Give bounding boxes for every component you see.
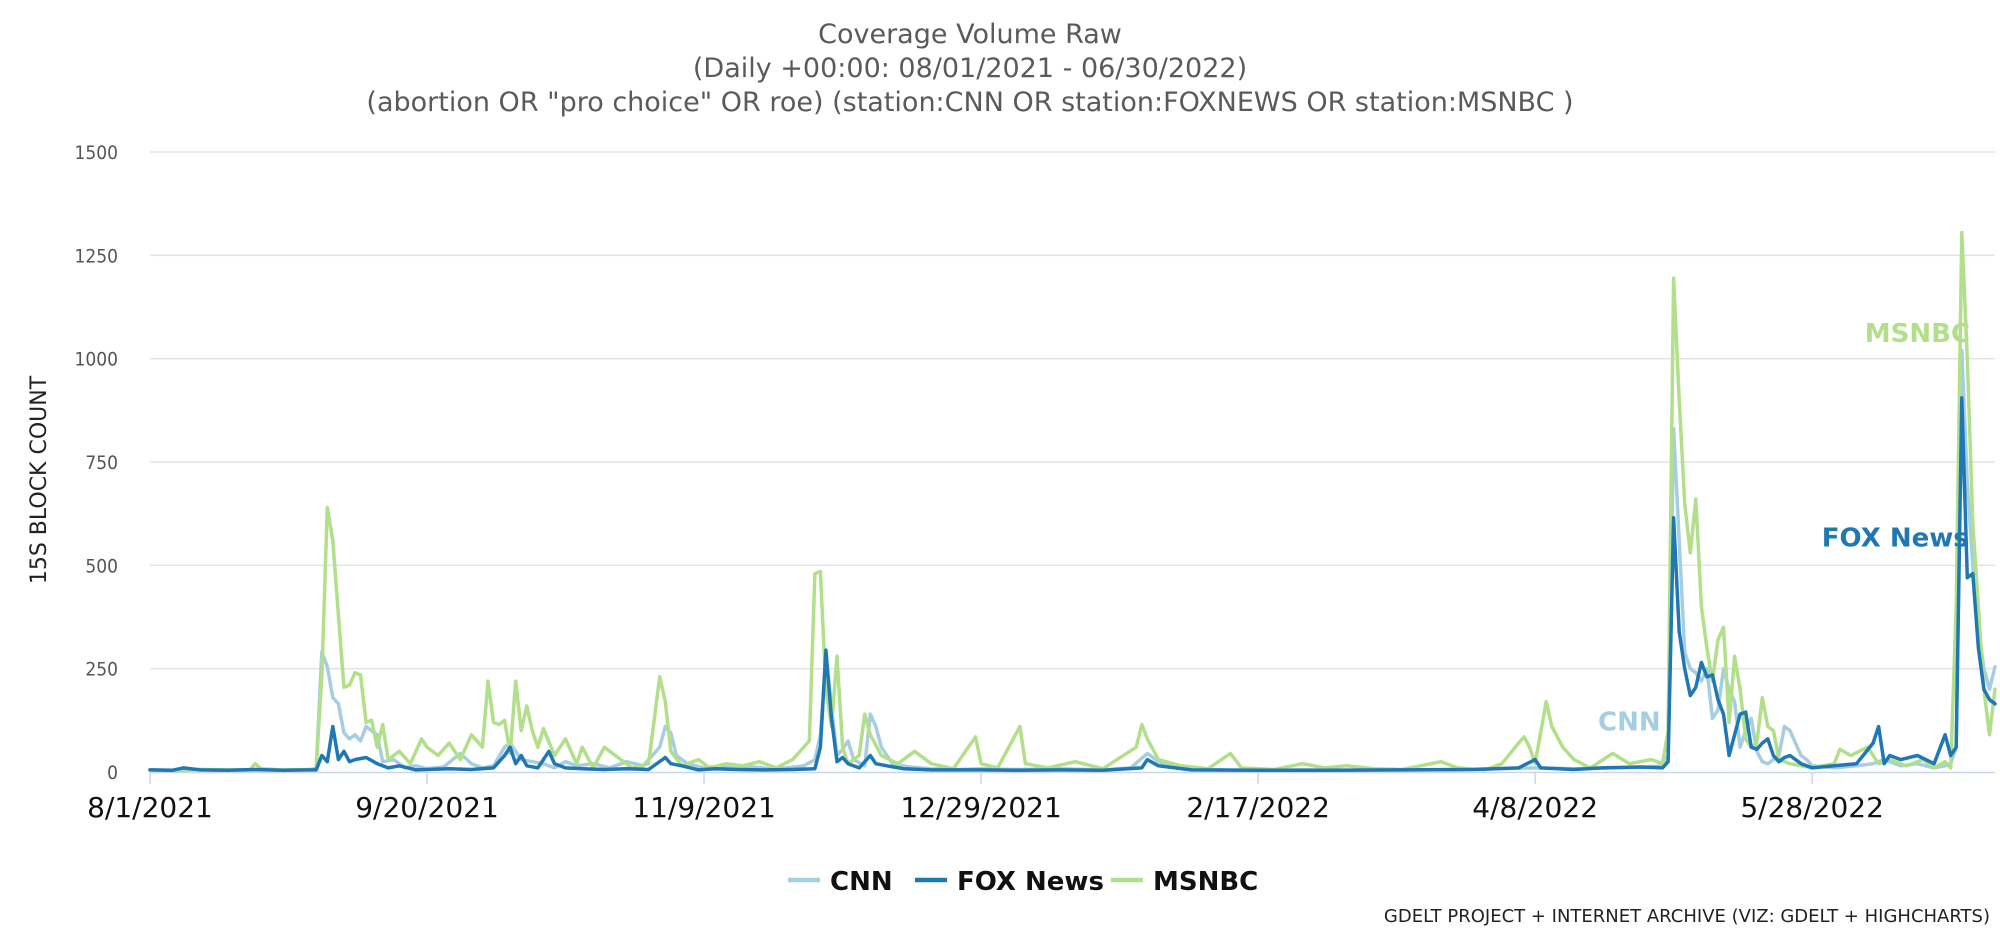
x-axis-ticks: 8/1/2021 9/20/2021 11/9/2021 12/29/2021 2/17… (87, 772, 1884, 824)
series-label-msnbc: MSNBC (1865, 319, 1970, 349)
x-tick-label: 8/1/2021 (87, 791, 213, 824)
x-tick-label: 4/8/2022 (1472, 791, 1598, 824)
chart-subtitle-date-range: (Daily +00:00: 08/01/2021 - 06/30/2022) (693, 53, 1247, 84)
chart-subtitle-query: (abortion OR "pro choice" OR roe) (stati… (366, 87, 1573, 118)
series-label-fox-news: FOX News (1822, 524, 1969, 554)
x-tick-label: 11/9/2021 (632, 791, 776, 824)
y-tick-label: 500 (85, 555, 118, 577)
legend-item-msnbc[interactable]: MSNBC (1111, 867, 1258, 897)
chart-title: Coverage Volume Raw (818, 19, 1122, 50)
y-axis-label: 15S BLOCK COUNT (27, 375, 52, 584)
y-tick-label: 1000 (75, 349, 119, 371)
x-tick-label: 12/29/2021 (900, 791, 1061, 824)
legend-item-fox-news[interactable]: FOX News (915, 867, 1104, 897)
y-tick-label: 1250 (75, 245, 119, 267)
y-tick-label: 1500 (75, 142, 119, 164)
legend[interactable]: CNN FOX News MSNBC (788, 867, 1258, 897)
series-label-cnn: CNN (1598, 708, 1661, 738)
legend-item-cnn[interactable]: CNN (788, 867, 893, 897)
x-tick-label: 5/28/2022 (1740, 791, 1884, 824)
series-end-labels: CNN FOX News MSNBC (1598, 319, 1970, 738)
legend-label: MSNBC (1153, 867, 1258, 897)
y-tick-label: 750 (85, 452, 118, 474)
legend-label: FOX News (957, 867, 1104, 897)
series-line-fox-news[interactable] (148, 396, 1997, 773)
x-tick-label: 2/17/2022 (1186, 791, 1330, 824)
series-line-cnn[interactable] (148, 348, 1997, 773)
series-lines (148, 230, 1997, 773)
legend-label: CNN (830, 867, 893, 897)
x-tick-label: 9/20/2021 (355, 791, 499, 824)
y-tick-label: 0 (107, 762, 118, 784)
credit-text: GDELT PROJECT + INTERNET ARCHIVE (VIZ: G… (1384, 906, 1990, 927)
y-axis-ticks: 0 250 500 750 1000 1250 1500 (75, 142, 119, 784)
series-line-msnbc[interactable] (148, 230, 1997, 773)
y-tick-label: 250 (85, 659, 118, 681)
gridlines (150, 151, 1995, 670)
